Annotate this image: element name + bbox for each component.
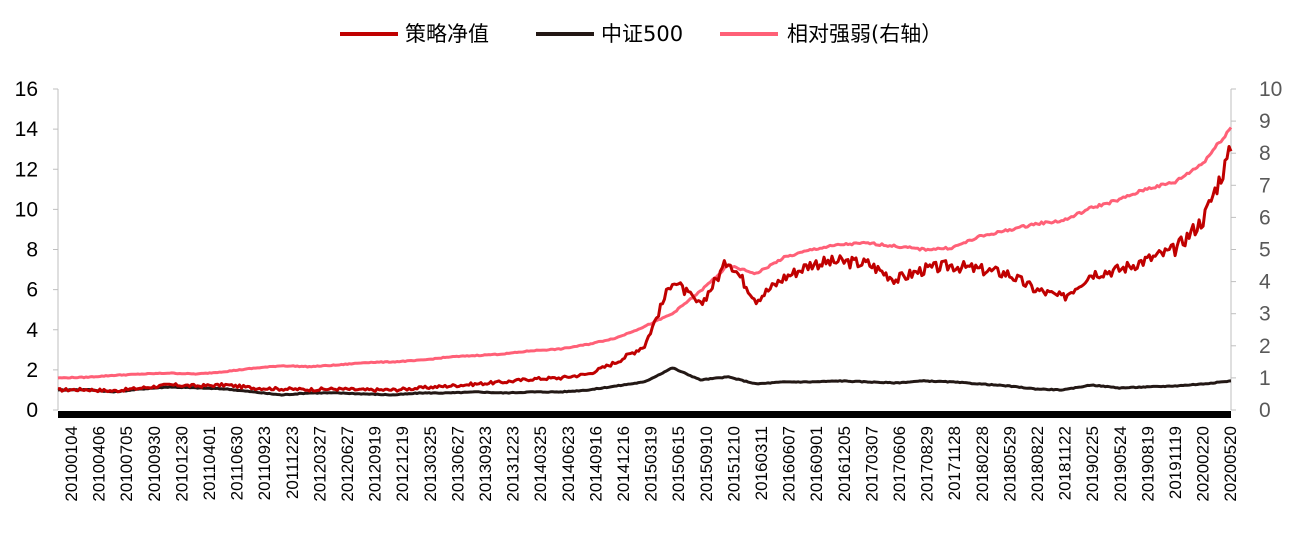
x-tick-label: 20200220 [1194,426,1213,502]
x-tick-label: 20130923 [476,426,495,502]
x-tick-label: 20130627 [448,426,467,502]
x-tick-label: 20160901 [807,426,826,502]
x-tick-label: 20180529 [1000,426,1019,502]
y2-tick-label: 8 [1259,142,1271,165]
x-tick-label: 20200520 [1221,426,1240,502]
x-tick-label: 20170606 [890,426,909,502]
x-tick-label: 20120327 [310,426,329,502]
x-tick-label: 20190225 [1083,426,1102,502]
y2-tick-label: 7 [1259,174,1271,197]
y2-tick-label: 6 [1259,206,1271,229]
x-tick-label: 20100705 [117,426,136,502]
x-tick-label: 20150319 [642,426,661,502]
legend-label-1: 中证500 [601,22,683,46]
x-tick-label: 20160607 [780,426,799,502]
x-tick-label: 20100406 [90,426,109,502]
x-tick-label: 20140623 [559,426,578,502]
legend: 策略净值 中证500 相对强弱(右轴） [340,22,942,46]
y-tick-label: 16 [15,78,38,101]
y-tick-label: 6 [26,279,38,302]
y2-tick-label: 3 [1259,303,1271,326]
x-tick-label: 20110923 [255,426,274,500]
x-axis: 20100104 20100406 20100705 20100930 20101230… [58,411,1240,502]
x-tick-label: 20190524 [1111,426,1130,502]
x-tick-label: 20140916 [586,426,605,502]
x-tick-label: 20101230 [172,426,191,502]
x-tick-label: 20191119 [1166,426,1185,499]
y2-tick-label: 9 [1259,110,1271,133]
series-line-2 [57,126,1233,380]
x-tick-label: 20140325 [531,426,550,502]
x-tick-label: 20161205 [835,426,854,502]
x-tick-label: 20170307 [862,426,881,502]
legend-label-0: 策略净值 [405,22,489,46]
x-tick-label: 20100930 [145,426,164,502]
y-tick-label: 4 [26,319,38,342]
x-tick-label: 20150910 [697,426,716,502]
series-lines [57,126,1233,397]
y-tick-label: 0 [26,399,38,422]
y-tick-label: 12 [15,158,38,181]
y-axis-left: 0 2 4 6 8 10 12 14 16 [15,78,59,422]
x-tick-label: 20171128 [945,426,964,500]
x-tick-label: 20141216 [614,426,633,502]
series-line-1 [57,366,1232,397]
x-tick-label: 20160311 [752,426,771,500]
y-tick-label: 14 [15,118,39,141]
x-tick-label: 20180228 [973,426,992,502]
series-line-0 [57,145,1233,394]
x-tick-label: 20180822 [1028,426,1047,502]
x-tick-label: 20151210 [724,426,743,502]
x-tick-label: 20120919 [366,426,385,502]
y2-tick-label: 10 [1259,78,1282,101]
x-tick-label: 20170829 [918,426,937,502]
x-tick-label: 20120627 [338,426,357,502]
x-tick-label: 20190819 [1138,426,1157,502]
x-tick-label: 20100104 [62,426,81,502]
x-tick-label: 20150615 [669,426,688,502]
x-tick-label: 20111223 [283,426,302,499]
legend-label-2: 相对强弱(右轴） [787,22,942,46]
x-tick-label: 20181122 [1056,426,1075,500]
y2-tick-label: 4 [1259,271,1271,294]
x-tick-label: 20121219 [393,426,412,502]
x-tick-label: 20130325 [421,426,440,502]
y2-tick-label: 0 [1259,399,1271,422]
y2-tick-label: 5 [1259,239,1271,262]
y-tick-label: 8 [26,239,38,262]
x-tick-label: 20110401 [200,426,219,500]
y2-tick-label: 2 [1259,335,1271,358]
y2-tick-label: 1 [1259,367,1271,390]
y-tick-label: 2 [26,359,38,382]
y-axis-right: 0 1 2 3 4 5 6 7 8 9 10 [1230,78,1282,422]
y-tick-label: 10 [15,198,38,221]
x-axis-line [58,411,1231,418]
x-tick-label: 20110630 [228,426,247,500]
x-tick-label: 20131223 [504,426,523,502]
